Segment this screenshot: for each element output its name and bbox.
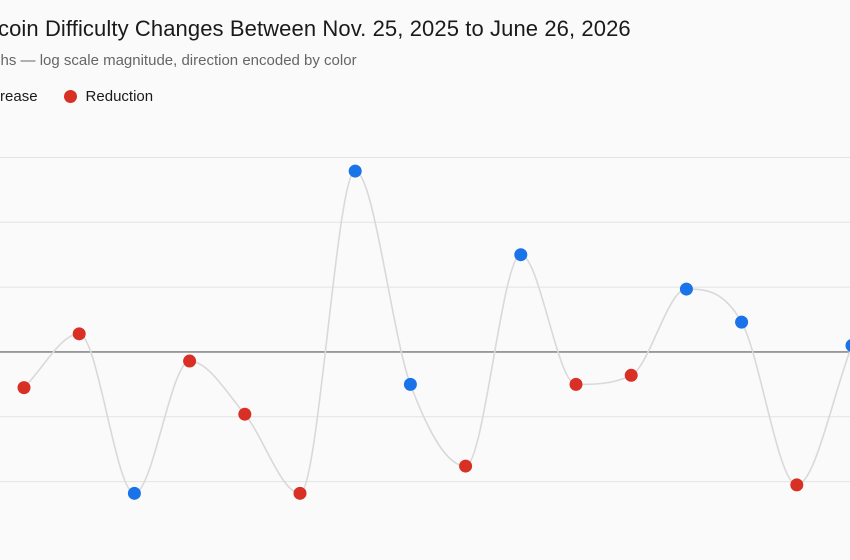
data-point-increase — [735, 315, 749, 329]
legend-label-increase: Increase — [0, 88, 38, 105]
chart-title: Bitcoin Difficulty Changes Between Nov. … — [0, 16, 631, 41]
chart-subtitle: epochs — log scale magnitude, direction … — [0, 52, 357, 69]
legend-item-reduction: Reduction — [63, 88, 154, 105]
legend-item-increase: Increase — [0, 88, 38, 105]
data-point-reduction — [238, 407, 252, 421]
data-point-reduction — [459, 459, 473, 473]
legend-reduction-dot — [63, 90, 77, 103]
data-point-reduction — [72, 327, 86, 341]
data-point-increase — [403, 377, 417, 391]
data-point-reduction — [790, 478, 804, 492]
data-point-reduction — [183, 354, 197, 368]
data-point-reduction — [17, 381, 31, 395]
data-point-increase — [514, 248, 528, 262]
data-points — [17, 164, 850, 500]
data-point-increase — [679, 282, 693, 296]
data-point-reduction — [293, 486, 307, 500]
data-point-reduction — [569, 377, 583, 391]
series-line — [23, 170, 850, 495]
series-lines — [23, 170, 850, 495]
legend-label-reduction: Reduction — [85, 88, 154, 105]
data-point-increase — [845, 339, 850, 352]
data-point-increase — [127, 486, 141, 500]
chart-legend: Increase Reduction — [0, 88, 179, 105]
data-point-reduction — [624, 368, 638, 382]
data-point-increase — [348, 164, 362, 178]
gridlines — [0, 156, 850, 483]
